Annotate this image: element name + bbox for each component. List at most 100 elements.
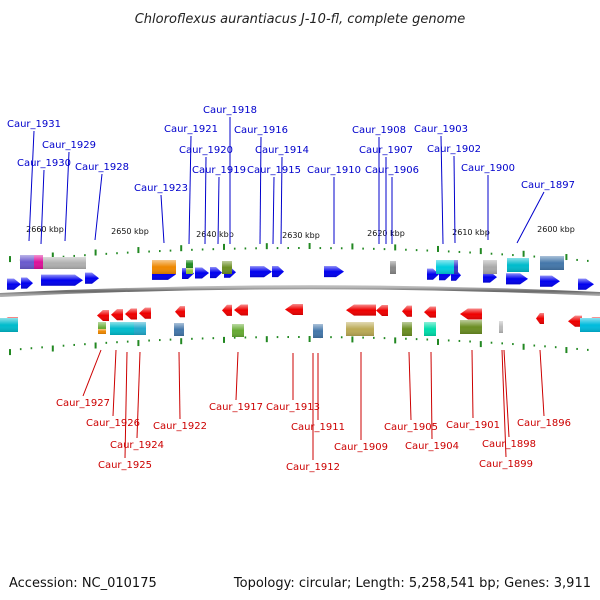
- gene-label-caur-1908[interactable]: Caur_1908: [352, 125, 406, 136]
- feature-block-gloss: [222, 261, 232, 274]
- feature-block-gloss: [186, 268, 193, 274]
- forward-gene-arrow-gloss: [506, 273, 528, 285]
- gene-label-caur-1925[interactable]: Caur_1925: [98, 460, 152, 471]
- gene-label-caur-1912[interactable]: Caur_1912: [286, 462, 340, 473]
- gene-label-caur-1928[interactable]: Caur_1928: [75, 162, 129, 173]
- feature-block-gloss: [507, 258, 529, 272]
- tick-marks: [9, 243, 589, 356]
- gene-label-caur-1905[interactable]: Caur_1905: [384, 422, 438, 433]
- feature-block-gloss: [98, 322, 106, 334]
- label-leader: [430, 351, 433, 440]
- gene-label-caur-1916[interactable]: Caur_1916: [234, 125, 288, 136]
- forward-gene-arrow-gloss: [272, 266, 284, 278]
- gene-label-caur-1900[interactable]: Caur_1900: [461, 163, 515, 174]
- feature-block-gloss: [110, 322, 134, 335]
- forward-gene-arrow-gloss: [21, 277, 33, 289]
- feature-block-gloss: [402, 322, 412, 336]
- feature-block-gloss: [540, 256, 564, 270]
- gene-label-caur-1896[interactable]: Caur_1896: [517, 418, 571, 429]
- forward-gene-arrow-gloss: [41, 274, 83, 286]
- gene-label-caur-1906[interactable]: Caur_1906: [365, 165, 419, 176]
- gene-label-caur-1914[interactable]: Caur_1914: [255, 145, 309, 156]
- label-leader: [501, 349, 507, 458]
- gene-label-caur-1903[interactable]: Caur_1903: [414, 124, 468, 135]
- label-leader: [40, 169, 45, 245]
- label-leader: [112, 349, 117, 417]
- gene-label-caur-1898[interactable]: Caur_1898: [482, 439, 536, 450]
- gene-label-caur-1930[interactable]: Caur_1930: [17, 158, 71, 169]
- forward-gene-arrow-gloss: [195, 267, 209, 279]
- label-leader: [188, 135, 192, 245]
- gene-label-caur-1931[interactable]: Caur_1931: [7, 119, 61, 130]
- gene-label-caur-1902[interactable]: Caur_1902: [427, 144, 481, 155]
- label-leader: [453, 155, 456, 244]
- scale-label: 2610 kbp: [452, 228, 490, 237]
- gene-label-caur-1920[interactable]: Caur_1920: [179, 145, 233, 156]
- label-leader: [124, 351, 128, 459]
- gene-label-caur-1919[interactable]: Caur_1919: [192, 165, 246, 176]
- label-leader: [64, 151, 70, 242]
- forward-gene-labels: Caur_1931 Caur_1930 Caur_1929 Caur_1928 …: [7, 105, 575, 194]
- gene-label-caur-1897[interactable]: Caur_1897: [521, 180, 575, 191]
- gene-label-caur-1910[interactable]: Caur_1910: [307, 165, 361, 176]
- feature-block-gloss: [580, 318, 600, 332]
- label-leader: [28, 130, 35, 242]
- reverse-gene-labels: Caur_1927 Caur_1926 Caur_1925 Caur_1924 …: [56, 398, 571, 473]
- genome-backbone: [0, 285, 600, 297]
- gene-label-caur-1923[interactable]: Caur_1923: [134, 183, 188, 194]
- feature-block-gloss: [152, 260, 176, 274]
- feature-block-gloss: [186, 260, 193, 268]
- feature-block-gloss: [134, 322, 146, 335]
- forward-strand: [7, 266, 594, 290]
- reverse-gene-arrow-gloss: [222, 304, 232, 316]
- gene-label-caur-1911[interactable]: Caur_1911: [291, 422, 345, 433]
- gene-label-caur-1927[interactable]: Caur_1927: [56, 398, 110, 409]
- scale-labels: 2660 kbp 2650 kbp 2640 kbp 2630 kbp 2620…: [26, 225, 575, 240]
- gene-label-caur-1917[interactable]: Caur_1917: [209, 402, 263, 413]
- label-leader: [516, 191, 545, 244]
- reverse-gene-arrow-gloss: [97, 310, 109, 322]
- reverse-gene-arrow-gloss: [234, 304, 248, 316]
- scale-label: 2640 kbp: [196, 230, 234, 239]
- label-leader: [94, 173, 103, 241]
- feature-block-gloss: [483, 260, 497, 274]
- gene-label-caur-1913[interactable]: Caur_1913: [266, 402, 320, 413]
- reverse-gene-arrow-gloss: [460, 308, 482, 320]
- feature-block-gloss: [174, 323, 184, 336]
- forward-gene-arrow-gloss: [483, 271, 497, 283]
- label-leader: [136, 351, 141, 439]
- forward-gene-arrow-gloss: [540, 275, 560, 287]
- label-leaders: [28, 117, 545, 460]
- forward-gene-arrow-gloss: [7, 278, 21, 290]
- reverse-gene-arrow-gloss: [346, 304, 376, 316]
- feature-block-gloss: [0, 318, 18, 332]
- reverse-gene-arrow-gloss: [536, 312, 544, 324]
- forward-gene-arrow-gloss: [578, 278, 594, 290]
- gene-label-caur-1918[interactable]: Caur_1918: [203, 105, 257, 116]
- scale-label: 2600 kbp: [537, 225, 575, 234]
- scale-label: 2660 kbp: [26, 225, 64, 234]
- gene-label-caur-1901[interactable]: Caur_1901: [446, 420, 500, 431]
- feature-block-gloss: [390, 261, 396, 274]
- gene-label-caur-1907[interactable]: Caur_1907: [359, 145, 413, 156]
- gene-label-caur-1929[interactable]: Caur_1929: [42, 140, 96, 151]
- accession-text: Accession: NC_010175: [9, 576, 157, 591]
- label-leader: [204, 156, 207, 245]
- forward-gene-arrow-gloss: [85, 272, 99, 284]
- label-leader: [440, 135, 444, 245]
- gene-label-caur-1909[interactable]: Caur_1909: [334, 442, 388, 453]
- label-leader: [217, 176, 220, 245]
- gene-label-caur-1915[interactable]: Caur_1915: [247, 165, 301, 176]
- gene-label-caur-1899[interactable]: Caur_1899: [479, 459, 533, 470]
- gene-label-caur-1926[interactable]: Caur_1926: [86, 418, 140, 429]
- gene-label-caur-1904[interactable]: Caur_1904: [405, 441, 459, 452]
- feature-block-gloss: [43, 257, 86, 269]
- gene-label-caur-1921[interactable]: Caur_1921: [164, 124, 218, 135]
- gene-label-caur-1922[interactable]: Caur_1922: [153, 421, 207, 432]
- forward-gene-arrow-gloss: [250, 266, 272, 278]
- genome-summary-text: Topology: circular; Length: 5,258,541 bp…: [233, 576, 591, 591]
- label-leader: [160, 194, 165, 244]
- gene-label-caur-1924[interactable]: Caur_1924: [110, 440, 164, 451]
- label-leader: [235, 351, 239, 401]
